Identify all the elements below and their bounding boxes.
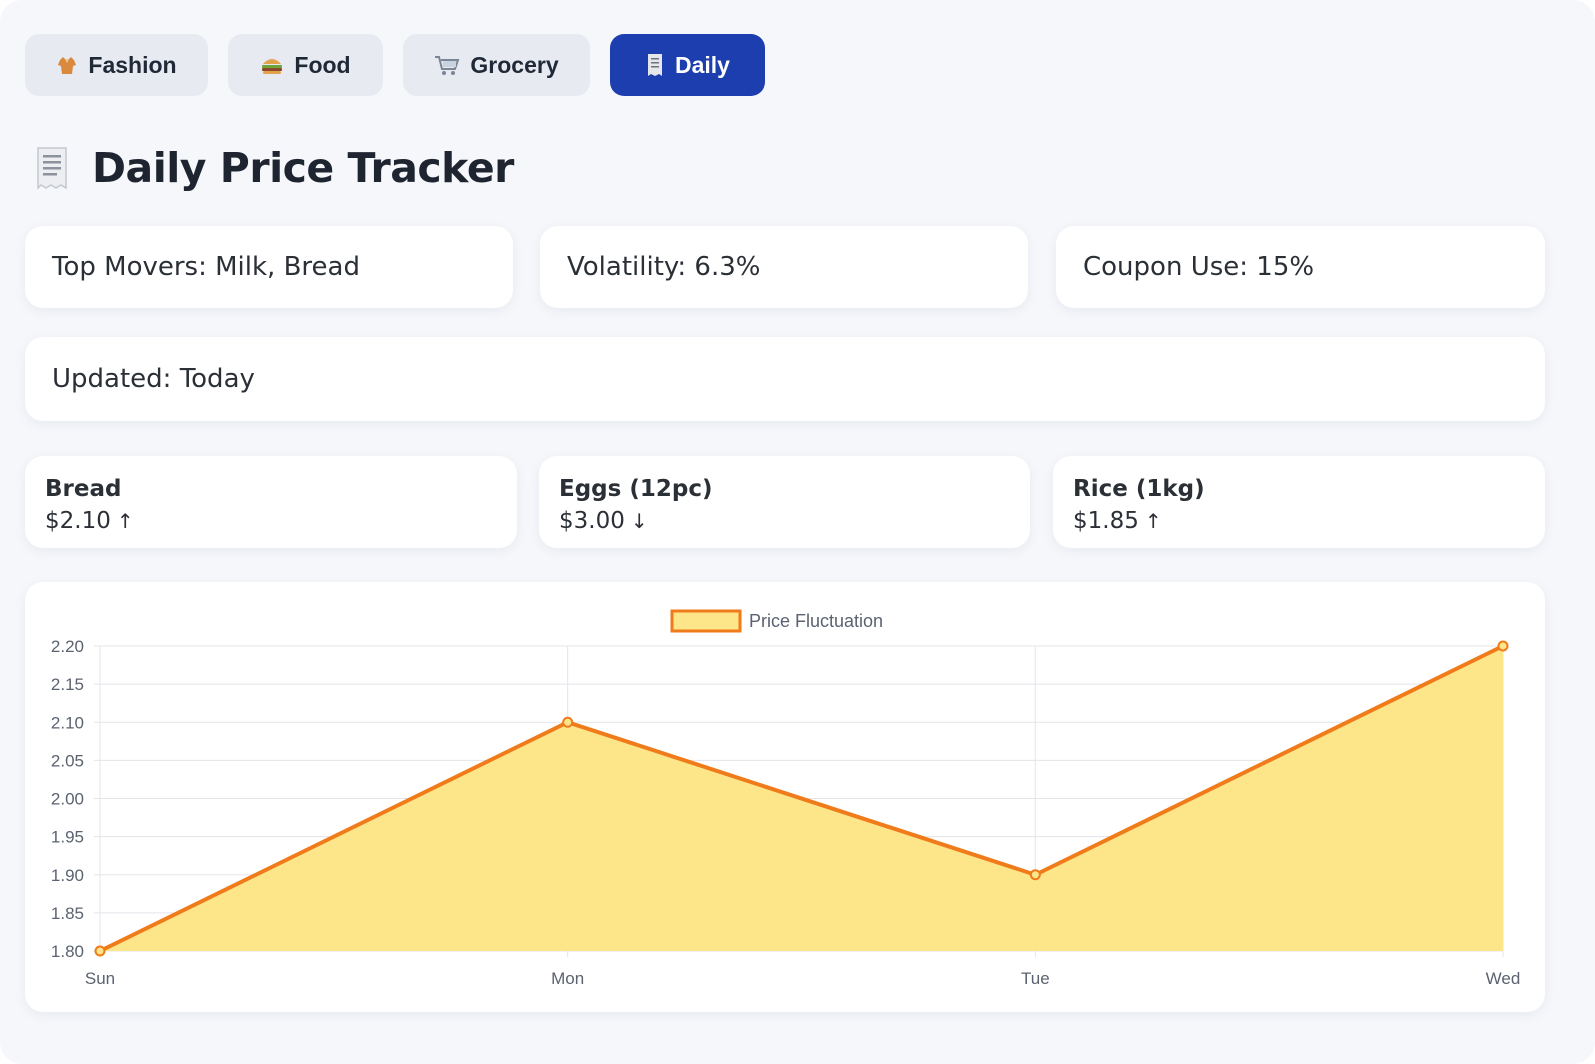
data-point [1497, 640, 1509, 652]
trend-down-icon: ↓ [630, 509, 648, 533]
series-line [99, 644, 1504, 953]
page-title-text: Daily Price Tracker [92, 144, 514, 192]
y-tick-label: 2.10 [51, 713, 84, 732]
cart-icon [434, 54, 460, 76]
stat-text: Volatility: 6.3% [567, 252, 761, 282]
y-tick-label: 2.20 [51, 637, 84, 656]
item-price-row: $2.10 ↑ [45, 508, 517, 534]
stat-text: Coupon Use: 15% [1083, 252, 1315, 282]
item-name: Bread [45, 476, 122, 502]
item-name: Eggs (12pc) [559, 476, 713, 502]
item-price-row: $1.85 ↑ [1073, 508, 1545, 534]
stat-updated: Updated: Today [25, 337, 1545, 421]
tab-fashion[interactable]: Fashion [25, 34, 208, 96]
receipt-icon [32, 146, 72, 190]
y-tick-label: 2.05 [51, 751, 84, 770]
stat-top-movers: Top Movers: Milk, Bread [25, 226, 513, 308]
item-price: $2.10 [45, 508, 111, 534]
tab-label: Fashion [88, 51, 177, 78]
receipt-icon [645, 53, 665, 77]
trend-up-icon: ↑ [1144, 509, 1162, 533]
page-title: Daily Price Tracker [32, 144, 514, 192]
clothing-icon [56, 54, 78, 76]
item-card-bread: Bread $2.10 ↑ [25, 456, 517, 548]
data-point [94, 945, 106, 957]
item-card-rice: Rice (1kg) $1.85 ↑ [1053, 456, 1545, 548]
item-card-eggs: Eggs (12pc) $3.00 ↓ [539, 456, 1030, 548]
tab-label: Food [294, 51, 351, 78]
trend-up-icon: ↑ [116, 509, 134, 533]
category-tabs: Fashion Food Grocery Daily [25, 34, 765, 96]
item-price: $3.00 [559, 508, 625, 534]
stat-text: Top Movers: Milk, Bread [52, 252, 360, 282]
tab-food[interactable]: Food [228, 34, 383, 96]
tab-grocery[interactable]: Grocery [403, 34, 590, 96]
x-tick-label: Mon [551, 969, 584, 988]
y-tick-label: 2.00 [51, 790, 84, 809]
y-tick-label: 1.95 [51, 828, 84, 847]
stat-coupon-use: Coupon Use: 15% [1056, 226, 1545, 308]
burger-icon [260, 54, 284, 76]
tab-label: Grocery [470, 51, 559, 78]
data-point [562, 716, 574, 728]
item-name: Rice (1kg) [1073, 476, 1205, 502]
y-tick-label: 2.15 [51, 675, 84, 694]
legend-label: Price Fluctuation [749, 611, 883, 631]
data-point [1029, 869, 1041, 881]
y-tick-label: 1.90 [51, 866, 84, 885]
item-price-row: $3.00 ↓ [559, 508, 1030, 534]
x-tick-label: Tue [1021, 969, 1050, 988]
y-tick-label: 1.80 [51, 942, 84, 961]
tab-daily[interactable]: Daily [610, 34, 765, 96]
x-tick-label: Wed [1486, 969, 1521, 988]
legend-swatch [670, 609, 742, 633]
price-chart-card: 2.20 2.15 2.10 2.05 2.00 1.95 1.90 1.85 1.80 Sun M… [25, 582, 1545, 1012]
item-price: $1.85 [1073, 508, 1139, 534]
tab-label: Daily [675, 51, 730, 78]
stat-text: Updated: Today [52, 364, 255, 394]
stat-volatility: Volatility: 6.3% [540, 226, 1028, 308]
y-tick-label: 1.85 [51, 904, 84, 923]
x-tick-label: Sun [85, 969, 115, 988]
